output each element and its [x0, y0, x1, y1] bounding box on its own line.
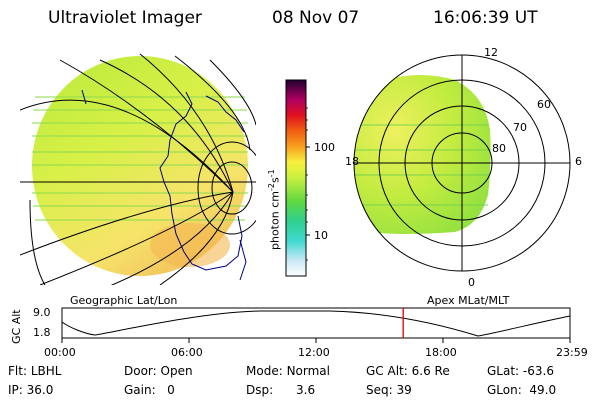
time-tick-2: 12:00 — [298, 346, 330, 359]
time-tick-3: 18:00 — [425, 346, 457, 359]
door-info: Door: Open — [124, 364, 193, 378]
altitude-axis-label: GC Alt — [10, 309, 23, 344]
altitude-tick-min: 1.8 — [33, 326, 51, 339]
colorbar-unit: photon cm-2s-1 — [267, 169, 282, 250]
polar-lat-60: 60 — [537, 98, 551, 111]
geo-caption: Geographic Lat/Lon — [70, 294, 178, 307]
dsp-info: Dsp: 3.6 — [246, 383, 316, 397]
gc-altitude-info: GC Alt: 6.6 Re — [366, 364, 450, 378]
time-tick-4: 23:59 — [556, 346, 588, 359]
geo-longitude-info: GLon: 49.0 — [487, 383, 557, 397]
colorbar-tick-100: 100 — [314, 141, 335, 154]
polar-lat-70: 70 — [513, 121, 527, 134]
time-tick-0: 00:00 — [44, 346, 76, 359]
polar-lat-80: 80 — [492, 142, 506, 155]
polar-label-top: 12 — [484, 46, 498, 59]
sequence-info: Seq: 39 — [366, 383, 412, 397]
color-scale-bar — [285, 79, 310, 277]
polar-label-left: 18 — [345, 155, 359, 168]
colorbar-tick-10: 10 — [314, 229, 328, 242]
geographic-image — [20, 53, 256, 285]
time-tick-1: 06:00 — [171, 346, 203, 359]
polar-plot — [353, 54, 571, 272]
polar-label-bottom: 0 — [468, 276, 475, 289]
observation-date: 08 Nov 07 — [272, 8, 360, 28]
mode-info: Mode: Normal — [246, 364, 330, 378]
apex-caption: Apex MLat/MLT — [427, 294, 510, 307]
instrument-title: Ultraviolet Imager — [48, 8, 202, 28]
altitude-plot — [61, 307, 571, 343]
ip-info: IP: 36.0 — [8, 383, 54, 397]
gain-info: Gain: 0 — [124, 383, 175, 397]
polar-label-right: 6 — [575, 155, 582, 168]
observation-time: 16:06:39 UT — [433, 8, 538, 28]
filter-info: Flt: LBHL — [8, 364, 62, 378]
geo-latitude-info: GLat: -63.6 — [487, 364, 554, 378]
altitude-tick-max: 9.0 — [33, 306, 51, 319]
